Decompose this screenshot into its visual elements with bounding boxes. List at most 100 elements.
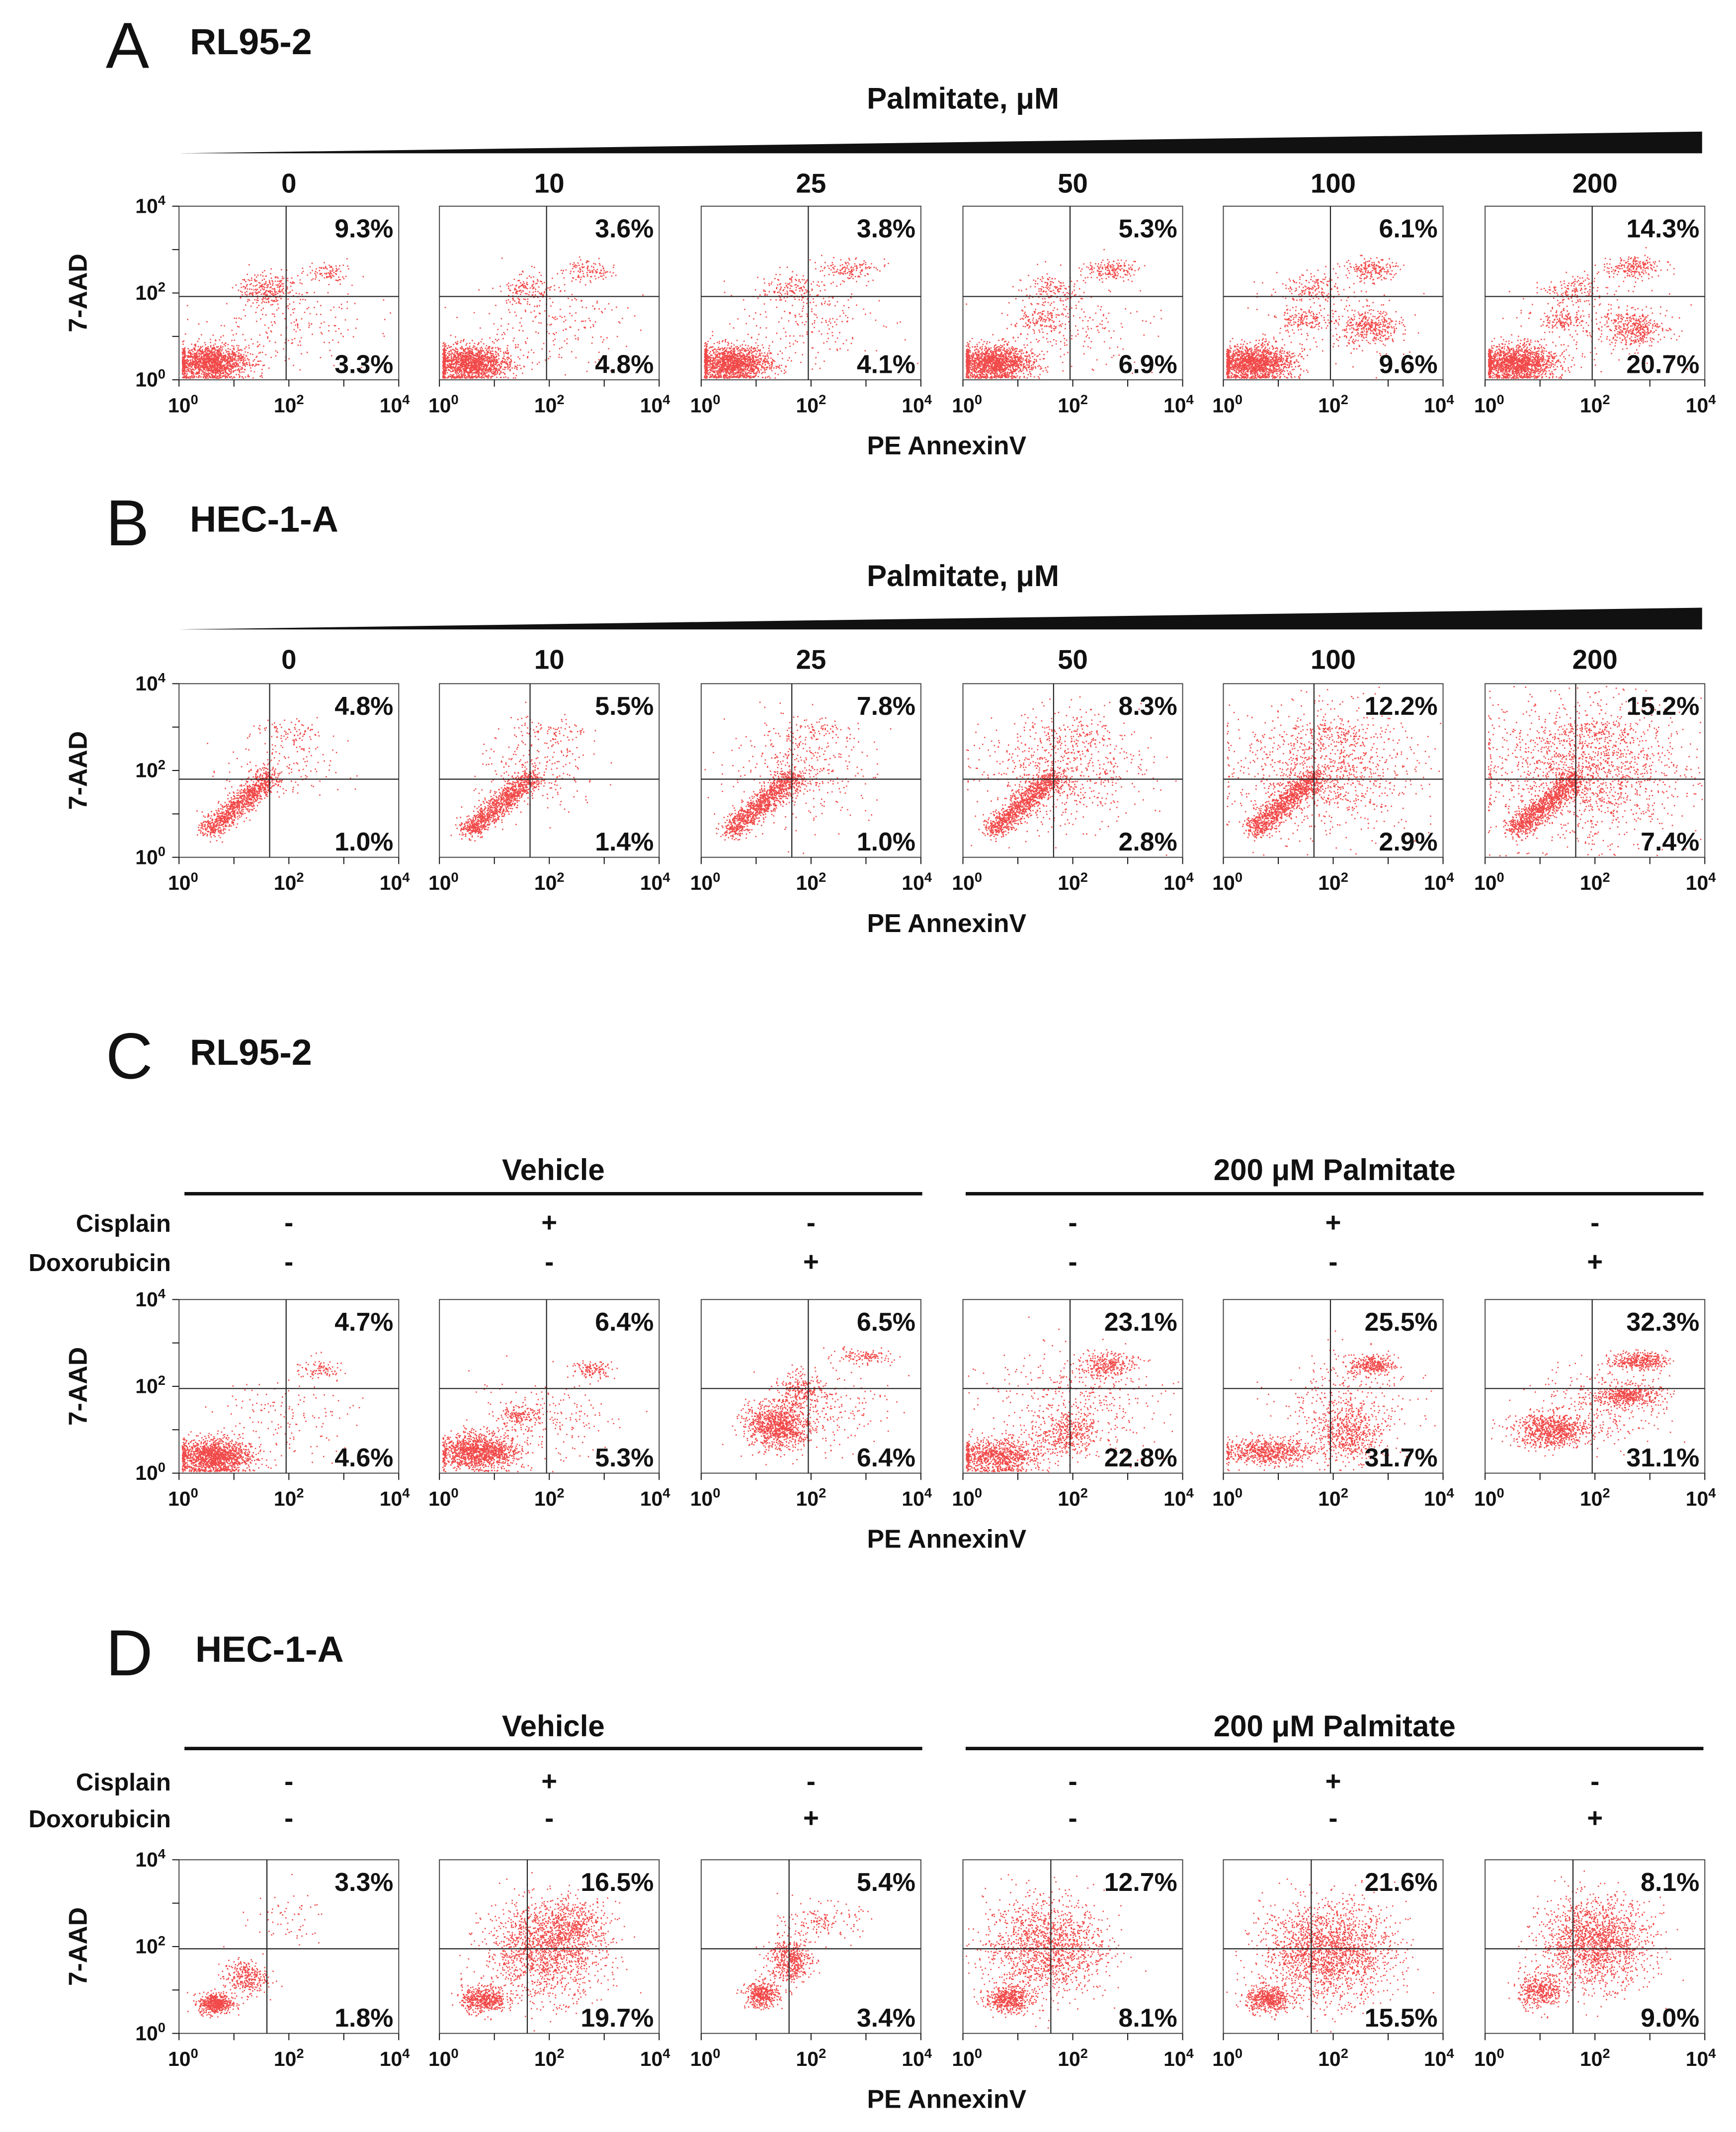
upper-right-percent: 6.4%	[595, 1307, 654, 1336]
x-tick-label: 102	[274, 2046, 304, 2070]
treatment-sign: +	[803, 1803, 819, 1833]
event-dots	[196, 717, 358, 843]
panel-a-plot-6: 100 102 104 14.3% 20.7%	[1474, 205, 1716, 417]
panel-b-cell-line: HEC-1-A	[190, 499, 338, 540]
treatment-sign: +	[541, 1766, 557, 1796]
y-tick-label: 100	[135, 2020, 165, 2045]
lower-right-percent: 2.8%	[1119, 827, 1177, 856]
x-tick-label: 104	[1686, 869, 1717, 894]
event-dots	[442, 256, 644, 379]
panel-a-plot-1: 104 102 100 7-AAD 100 102 104 9.3% 3.3%	[64, 192, 411, 417]
lower-right-percent: 6.4%	[857, 1443, 915, 1472]
panel-a-plot-5: 100 102 104 6.1% 9.6%	[1212, 205, 1455, 417]
x-tick-label: 102	[1058, 869, 1088, 894]
panel-d-plot-4: 100 102 104 12.7% 8.1%	[952, 1859, 1194, 2070]
upper-right-percent: 4.7%	[334, 1307, 393, 1336]
panel-b-plot-4: 100 102 104 8.3% 2.8%	[952, 683, 1194, 894]
x-tick-label: 104	[380, 1485, 411, 1510]
x-tick-label: 100	[168, 869, 198, 894]
event-dots	[1507, 1871, 1684, 2019]
lower-right-percent: 15.5%	[1365, 2003, 1438, 2032]
panel-c-plot-2: 100 102 104 6.4% 5.3%	[428, 1299, 670, 1510]
lower-right-percent: 1.8%	[334, 2003, 393, 2032]
treatment-sign: -	[1328, 1247, 1337, 1277]
palmitate-header: Palmitate, μM	[867, 82, 1059, 115]
dose-label: 25	[796, 169, 827, 199]
x-tick-label: 100	[952, 392, 982, 417]
upper-right-percent: 8.3%	[1119, 691, 1177, 720]
x-tick-label: 100	[1474, 2046, 1504, 2070]
x-tick-label: 102	[534, 1485, 565, 1510]
upper-right-percent: 6.1%	[1379, 214, 1438, 243]
lower-right-percent: 3.4%	[857, 2003, 915, 2032]
x-axis-label: PE AnnexinV	[867, 431, 1026, 460]
dose-wedge	[179, 607, 1702, 630]
lower-right-percent: 2.9%	[1379, 827, 1438, 856]
treatment-sign: -	[1590, 1766, 1599, 1796]
treatment-sign: -	[807, 1207, 816, 1238]
panel-letter-a: A	[106, 8, 150, 82]
event-dots	[704, 255, 918, 379]
dose-label: 50	[1058, 169, 1088, 199]
event-dots	[442, 1355, 648, 1472]
panel-letter-c: C	[106, 1019, 153, 1092]
x-tick-label: 102	[796, 2046, 827, 2070]
y-tick-label: 100	[135, 366, 165, 391]
y-tick-label: 100	[135, 1459, 165, 1484]
dose-label: 10	[534, 169, 565, 199]
upper-right-percent: 16.5%	[580, 1868, 654, 1896]
x-tick-label: 100	[952, 1485, 982, 1510]
x-tick-label: 102	[1058, 1485, 1088, 1510]
lower-right-percent: 20.7%	[1626, 349, 1699, 378]
x-tick-label: 104	[1163, 392, 1194, 417]
dose-label: 25	[796, 644, 827, 675]
x-tick-label: 100	[168, 392, 198, 417]
lower-right-percent: 1.0%	[334, 827, 393, 856]
dose-label: 0	[281, 169, 296, 199]
treatment-label: Cisplain	[76, 1210, 171, 1237]
event-dots	[722, 1346, 909, 1465]
x-tick-label: 100	[428, 2046, 459, 2070]
panel-d-plot-5: 100 102 104 21.6% 15.5%	[1212, 1859, 1455, 2070]
dose-label: 10	[534, 644, 565, 675]
panel-a-cell-line: RL95-2	[190, 21, 312, 62]
dose-label: 200	[1572, 644, 1618, 675]
panel-d-plot-6: 100 102 104 8.1% 9.0%	[1474, 1859, 1717, 2070]
treatment-sign: -	[1068, 1803, 1077, 1833]
x-tick-label: 104	[380, 869, 411, 894]
x-tick-label: 104	[1686, 2046, 1717, 2070]
x-tick-label: 100	[690, 869, 721, 894]
x-tick-label: 104	[1424, 2046, 1455, 2070]
lower-right-percent: 6.9%	[1119, 349, 1177, 378]
x-tick-label: 102	[274, 1485, 304, 1510]
treatment-sign: -	[545, 1803, 554, 1833]
y-tick-label: 102	[135, 1372, 165, 1397]
event-dots	[187, 1874, 323, 2019]
y-tick-label: 104	[135, 670, 166, 695]
upper-right-percent: 3.8%	[857, 214, 915, 243]
x-tick-label: 104	[902, 2046, 932, 2070]
x-tick-label: 102	[1318, 392, 1348, 417]
lower-right-percent: 8.1%	[1119, 2003, 1177, 2032]
treatment-sign: +	[803, 1247, 819, 1277]
x-tick-label: 100	[428, 869, 459, 894]
y-axis-label: 7-AAD	[64, 1907, 92, 1986]
treatment-sign: -	[1068, 1247, 1077, 1277]
panel-a-plot-2: 100 102 104 3.6% 4.8%	[428, 205, 670, 417]
panel-c-plot-1: 104 102 100 7-AAD 100 102 104 4.7% 4.6%	[64, 1286, 411, 1511]
lower-right-percent: 22.8%	[1104, 1443, 1177, 1472]
x-tick-label: 102	[1580, 869, 1610, 894]
lower-right-percent: 4.8%	[595, 349, 654, 378]
panel-c-plot-3: 100 102 104 6.5% 6.4%	[690, 1299, 932, 1510]
x-tick-label: 104	[640, 869, 671, 894]
x-tick-label: 104	[1686, 1485, 1717, 1510]
x-tick-label: 102	[1058, 2046, 1088, 2070]
x-tick-label: 102	[1580, 1485, 1610, 1510]
event-dots	[1488, 247, 1692, 379]
x-tick-label: 100	[690, 1485, 721, 1510]
upper-right-percent: 6.5%	[857, 1307, 915, 1336]
panel-letter-b: B	[106, 486, 149, 559]
treatment-sign: +	[1587, 1803, 1603, 1833]
treatment-sign: -	[1068, 1766, 1077, 1796]
